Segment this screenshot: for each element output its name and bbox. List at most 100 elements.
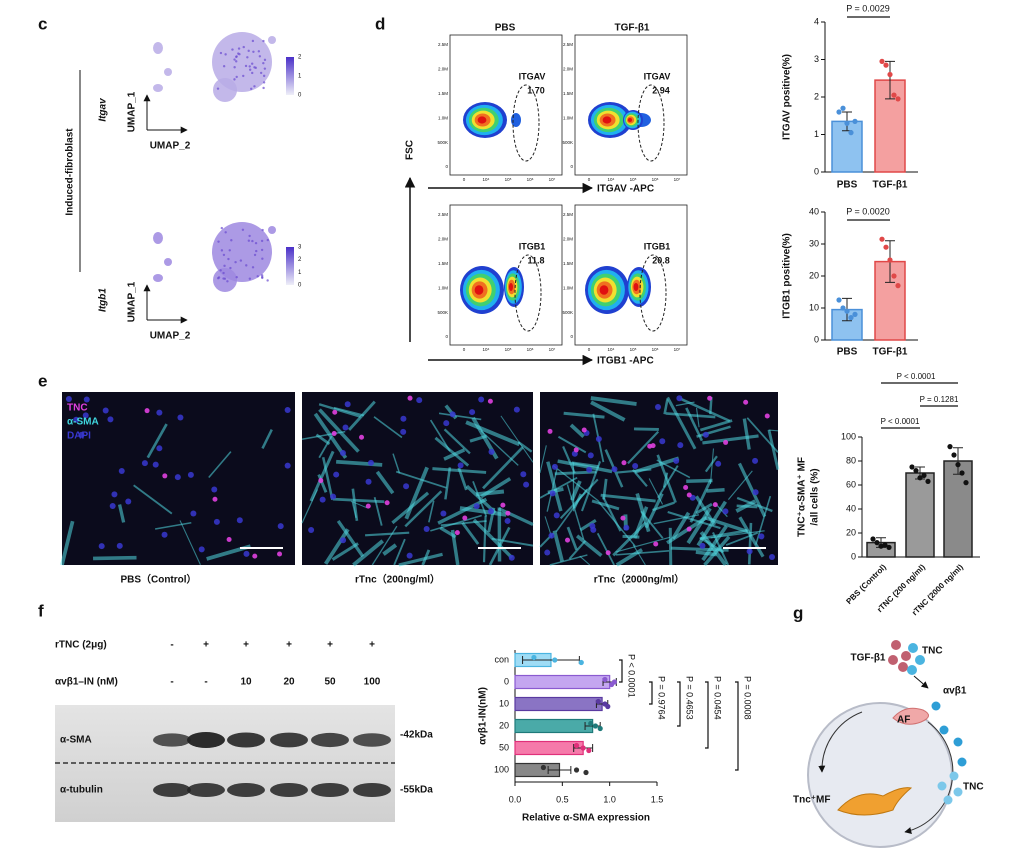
- fiber: [557, 435, 587, 454]
- fiber: [318, 435, 333, 459]
- tnc-spot: [500, 502, 506, 508]
- tnc-spot: [318, 478, 324, 484]
- fiber: [146, 423, 168, 459]
- nucleus: [589, 522, 596, 529]
- umap-cell: [266, 238, 270, 242]
- data-point: [840, 105, 846, 111]
- fiber: [317, 474, 328, 493]
- group-label: Induced-fibroblast: [65, 128, 76, 216]
- fiber: [579, 555, 591, 566]
- fiber: [597, 501, 636, 547]
- fiber: [321, 456, 334, 501]
- data-point: [840, 305, 846, 311]
- flow-y-tick: 0: [570, 334, 573, 339]
- fiber: [701, 525, 728, 562]
- fiber: [742, 418, 751, 450]
- lane-label: 20: [283, 677, 295, 688]
- fiber: [563, 411, 605, 419]
- tnc-spot: [226, 537, 232, 543]
- flow-x-tick: 10⁵: [630, 177, 637, 182]
- umap-cell: [247, 49, 250, 53]
- umap-cell: [251, 266, 255, 269]
- band: [311, 732, 349, 748]
- fiber: [333, 406, 365, 417]
- data-point: [583, 769, 589, 776]
- flow-x-tick: 10⁴: [483, 347, 490, 352]
- umap-cell: [260, 248, 264, 252]
- fiber: [459, 506, 507, 517]
- nucleus: [213, 518, 220, 525]
- umap-cell: [253, 253, 257, 257]
- y-tick-label: 0: [851, 551, 856, 561]
- umap-cell: [222, 271, 225, 275]
- stain-label: TNC: [67, 403, 88, 414]
- umap-cell: [258, 55, 262, 58]
- nucleus: [699, 542, 706, 549]
- colorbar: [286, 247, 294, 285]
- y-tick-label: 1: [814, 129, 819, 139]
- tnc-spot: [650, 443, 656, 449]
- data-point: [552, 657, 558, 663]
- fiber: [117, 504, 126, 523]
- p-value: P = 0.1281: [920, 395, 959, 404]
- data-point: [580, 745, 586, 751]
- nucleus: [277, 523, 284, 530]
- umap-cell: [222, 65, 226, 68]
- nucleus: [520, 471, 527, 478]
- nucleus: [676, 395, 683, 402]
- x-tick-label: 0.0: [509, 794, 522, 804]
- nucleus: [98, 543, 105, 550]
- panel-label: g: [793, 603, 803, 622]
- density: [633, 283, 639, 291]
- nucleus: [403, 483, 410, 490]
- band: [153, 733, 191, 747]
- band: [311, 783, 349, 797]
- panel-label: d: [375, 14, 385, 33]
- nucleus: [508, 554, 515, 561]
- nucleus: [116, 542, 123, 549]
- flow-y-tick: 1.5M: [438, 261, 448, 266]
- lane-label: +: [243, 640, 249, 651]
- nucleus: [553, 512, 560, 519]
- umap-cluster: [164, 68, 172, 76]
- bar: [514, 740, 584, 756]
- fiber: [615, 548, 644, 567]
- umap-cell: [224, 231, 227, 234]
- data-point: [921, 472, 927, 478]
- umap-cell: [235, 75, 238, 79]
- nucleus: [400, 428, 407, 435]
- nucleus: [611, 466, 618, 473]
- gate-marker: ITGB1: [644, 241, 671, 251]
- gate-value: 11.8: [527, 255, 544, 265]
- gate: [514, 254, 542, 332]
- significance-bracket: [735, 681, 739, 771]
- fiber: [662, 472, 669, 488]
- size-label: -42kDa: [400, 730, 433, 741]
- flow-y-tick: 2.5M: [563, 212, 573, 217]
- umap-cell: [252, 50, 255, 54]
- gate-marker: ITGAV: [644, 71, 671, 81]
- fiber: [663, 399, 669, 415]
- band: [153, 783, 191, 797]
- fiber: [632, 544, 646, 566]
- protein-label: α-tubulin: [60, 785, 103, 796]
- y-tick-label: 20: [846, 527, 856, 537]
- tnc-spot: [505, 510, 511, 516]
- category-label: con: [494, 654, 509, 664]
- umap-cell: [251, 71, 254, 75]
- band: [353, 783, 391, 797]
- data-point: [852, 118, 858, 124]
- fiber: [552, 464, 600, 502]
- umap-cell: [217, 276, 221, 279]
- stain-label: α-SMA: [67, 417, 99, 428]
- y-tick-label: 10: [809, 302, 819, 312]
- p-value: P < 0.0001: [627, 654, 637, 698]
- umap-cell: [248, 277, 252, 280]
- flow-x-tick: 10⁷: [674, 177, 681, 182]
- fiber: [695, 407, 700, 428]
- fiber: [633, 506, 649, 539]
- umap-cell: [256, 275, 259, 278]
- fiber: [579, 518, 597, 532]
- nucleus: [308, 527, 315, 534]
- fiber: [261, 428, 273, 450]
